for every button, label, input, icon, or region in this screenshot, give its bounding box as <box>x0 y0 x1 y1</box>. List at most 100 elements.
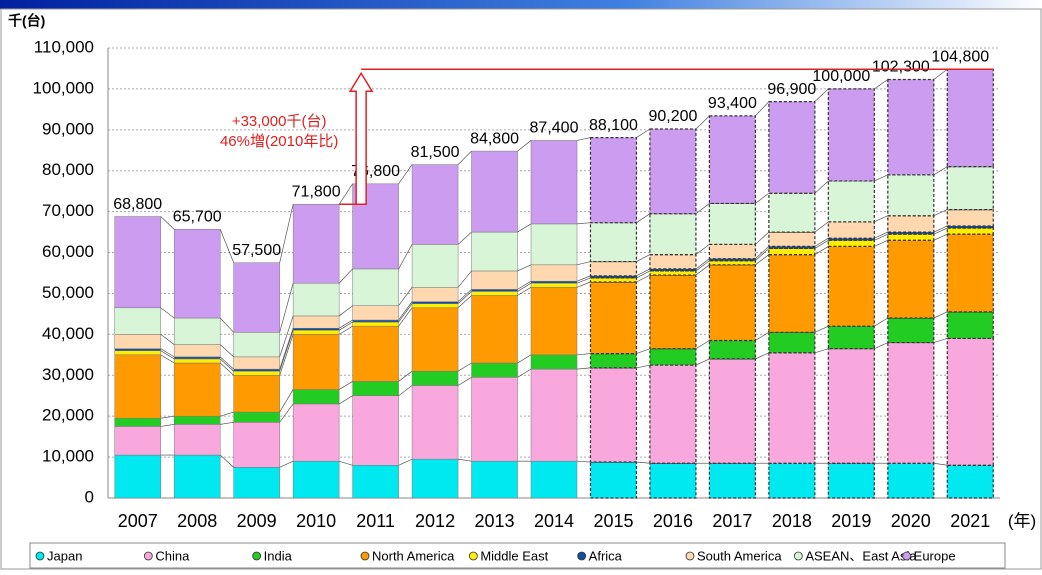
legend-swatch <box>685 551 695 561</box>
connector <box>814 180 829 194</box>
bar-segment <box>173 228 221 319</box>
legend-swatch <box>793 551 803 561</box>
bar-segment <box>530 264 578 282</box>
connector <box>219 362 234 376</box>
connector <box>755 101 770 117</box>
total-label: 100,000 <box>812 68 870 85</box>
annotation-text: +33,000千(台) <box>232 113 327 130</box>
connector <box>457 291 472 304</box>
connector <box>220 411 234 417</box>
connector <box>695 260 710 272</box>
connector <box>220 421 234 425</box>
legend-swatch <box>35 551 45 561</box>
bar-segment <box>352 465 399 499</box>
bar-segment <box>471 460 518 499</box>
connector <box>933 166 948 176</box>
connector <box>755 248 770 261</box>
connector <box>398 244 413 270</box>
bar-segment <box>173 415 221 425</box>
bar-segment <box>530 282 578 288</box>
connector <box>636 268 651 277</box>
legend-swatch <box>360 551 370 561</box>
connector <box>338 268 353 284</box>
connector <box>814 237 829 247</box>
connector <box>338 319 353 329</box>
connector <box>874 233 888 241</box>
connector <box>457 362 472 372</box>
connector <box>874 342 888 350</box>
connector <box>219 317 234 333</box>
x-tick-label: 2021 <box>950 511 990 531</box>
bar-segment <box>946 337 994 466</box>
y-unit: 千(台) <box>8 13 45 29</box>
x-unit: (年) <box>1008 511 1036 530</box>
connector <box>636 254 651 262</box>
x-tick-label: 2008 <box>177 511 217 531</box>
connector <box>219 229 234 263</box>
connector <box>398 164 413 185</box>
total-label: 90,200 <box>648 108 697 125</box>
connector <box>457 295 472 309</box>
legend-label: Europe <box>914 548 956 563</box>
total-label: 57,500 <box>232 242 281 259</box>
y-tick-label: 60,000 <box>42 242 94 261</box>
x-tick-label: 2012 <box>415 511 455 531</box>
bar-segment <box>173 454 221 499</box>
connector <box>933 227 948 235</box>
bar-segment <box>114 454 161 499</box>
bar-segment <box>173 344 221 358</box>
y-tick-label: 50,000 <box>42 283 94 302</box>
bar-segment <box>233 370 280 376</box>
x-tick-label: 2007 <box>118 511 158 531</box>
connector <box>279 330 294 372</box>
y-tick-label: 100,000 <box>33 78 94 97</box>
bar-segment <box>827 239 875 248</box>
legend-swatch <box>468 551 478 561</box>
bar-segment <box>114 216 161 309</box>
bar-segment <box>946 166 994 211</box>
y-tick-label: 40,000 <box>42 324 94 343</box>
connector <box>457 150 472 165</box>
bar-segment <box>827 245 875 327</box>
bar-segment <box>708 264 757 342</box>
connector <box>517 264 532 272</box>
total-label: 65,700 <box>173 208 222 225</box>
bar-segment <box>292 403 340 462</box>
connector <box>874 174 888 182</box>
total-label: 96,900 <box>767 81 816 98</box>
connector <box>279 315 294 357</box>
bar-segment <box>352 319 399 323</box>
x-tick-label: 2017 <box>712 511 752 531</box>
connector <box>695 264 710 276</box>
bar-segment <box>352 325 399 382</box>
bar-segment <box>292 460 340 499</box>
legend-label: South America <box>697 548 782 563</box>
bar-segment <box>649 348 697 366</box>
bar-segment <box>173 362 221 417</box>
x-tick-label: 2014 <box>534 511 574 531</box>
bar-segment <box>114 350 161 356</box>
bar-segment <box>827 325 875 350</box>
bar-segment <box>649 213 697 256</box>
y-tick-label: 90,000 <box>42 119 94 138</box>
connector <box>576 222 591 225</box>
y-tick-label: 0 <box>85 487 94 506</box>
bar-segment <box>173 317 221 345</box>
bar-segment <box>530 287 578 356</box>
bar-segment <box>114 307 161 335</box>
connector <box>814 325 829 333</box>
bar-segment <box>352 268 399 306</box>
bar-segment <box>708 260 757 266</box>
bar-segment <box>471 291 518 296</box>
bar-segment <box>946 464 994 499</box>
connector <box>576 275 591 282</box>
bar-segment <box>471 150 518 233</box>
bar-segment <box>173 356 221 360</box>
connector <box>814 88 829 102</box>
connector <box>279 204 294 263</box>
connector <box>279 334 294 376</box>
total-label: 93,400 <box>708 95 757 112</box>
connector <box>933 209 948 217</box>
